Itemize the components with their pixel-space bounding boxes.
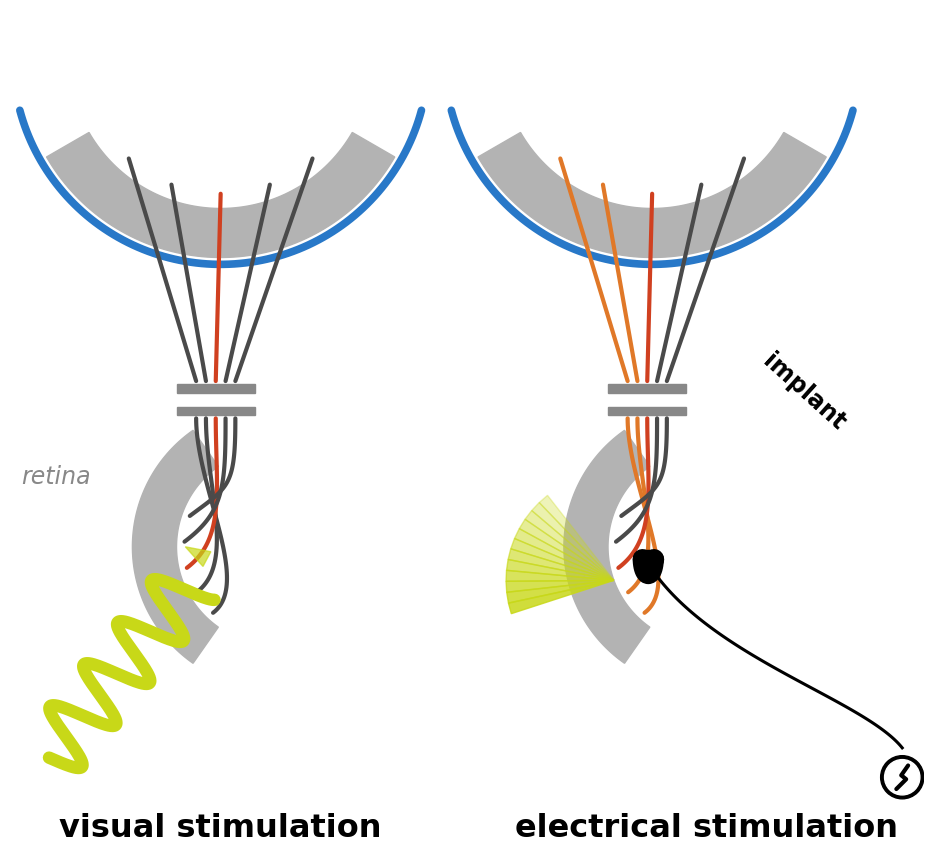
Polygon shape bbox=[525, 511, 614, 581]
Polygon shape bbox=[511, 538, 614, 581]
Polygon shape bbox=[519, 520, 614, 581]
Circle shape bbox=[885, 760, 920, 795]
Polygon shape bbox=[509, 581, 614, 614]
Polygon shape bbox=[608, 407, 687, 416]
Polygon shape bbox=[564, 431, 650, 664]
Polygon shape bbox=[508, 550, 614, 581]
Polygon shape bbox=[506, 571, 614, 582]
Polygon shape bbox=[531, 503, 614, 581]
Text: visual stimulation: visual stimulation bbox=[59, 812, 382, 843]
Polygon shape bbox=[507, 560, 614, 581]
Polygon shape bbox=[514, 529, 614, 581]
Polygon shape bbox=[478, 133, 826, 258]
Text: electrical stimulation: electrical stimulation bbox=[514, 812, 898, 843]
Text: retina: retina bbox=[22, 464, 91, 488]
Polygon shape bbox=[506, 581, 614, 592]
Polygon shape bbox=[133, 431, 219, 664]
Polygon shape bbox=[507, 581, 614, 603]
Polygon shape bbox=[608, 384, 687, 394]
Polygon shape bbox=[46, 133, 395, 258]
Polygon shape bbox=[186, 547, 211, 567]
Text: implant: implant bbox=[758, 348, 850, 435]
Polygon shape bbox=[539, 496, 614, 581]
Polygon shape bbox=[176, 407, 255, 416]
Polygon shape bbox=[176, 384, 255, 394]
Circle shape bbox=[881, 756, 924, 799]
